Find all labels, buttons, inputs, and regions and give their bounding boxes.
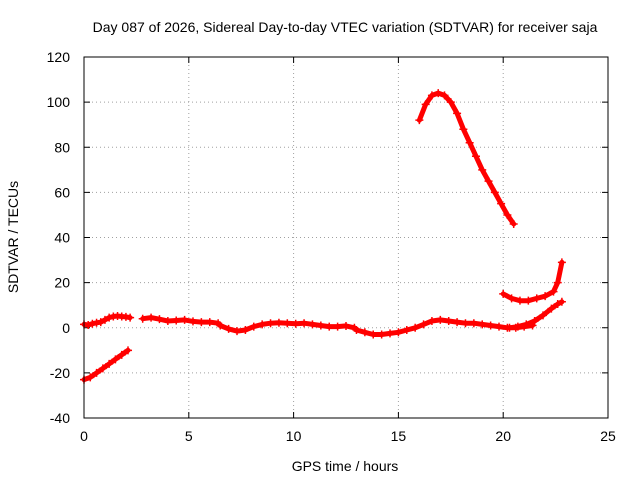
data-point: [334, 323, 342, 331]
data-point: [172, 317, 180, 325]
series-arc-6: [415, 89, 517, 228]
y-tick-label: -40: [50, 410, 70, 426]
data-point: [275, 319, 283, 327]
x-tick-label: 5: [185, 428, 193, 444]
chart-canvas: Day 087 of 2026, Sidereal Day-to-day VTE…: [0, 0, 640, 480]
series-arc-1: [80, 346, 132, 383]
data-point: [292, 320, 300, 328]
axis-ticks: 0 5 10 15 20 25 -40 -20 0 20 40 60 80 100 120: [47, 49, 616, 444]
sdtvar-chart: Day 087 of 2026, Sidereal Day-to-day VTE…: [0, 0, 640, 480]
series-arc-3: [139, 314, 222, 328]
y-axis-label: SDTVAR / TECUs: [5, 181, 21, 293]
data-point: [283, 319, 291, 327]
y-tick-label: 20: [54, 275, 70, 291]
x-tick-label: 15: [391, 428, 407, 444]
x-tick-label: 25: [600, 428, 616, 444]
plot-frame: [84, 57, 608, 418]
series-arc-8: [505, 298, 565, 332]
chart-title: Day 087 of 2026, Sidereal Day-to-day VTE…: [93, 19, 598, 35]
y-tick-label: 60: [54, 184, 70, 200]
data-points: [80, 89, 566, 384]
x-tick-label: 20: [495, 428, 511, 444]
y-tick-label: 80: [54, 139, 70, 155]
y-tick-label: 0: [62, 320, 70, 336]
x-tick-label: 0: [80, 428, 88, 444]
y-tick-label: 40: [54, 230, 70, 246]
series-arc-7: [499, 258, 566, 304]
series-arc-4: [216, 319, 358, 335]
x-axis-label: GPS time / hours: [292, 458, 399, 474]
y-tick-label: 120: [47, 49, 71, 65]
series-arc-2: [80, 312, 134, 329]
y-tick-label: -20: [50, 365, 70, 381]
grid-lines: [84, 57, 608, 418]
y-tick-label: 100: [47, 94, 71, 110]
x-tick-label: 10: [286, 428, 302, 444]
data-point: [197, 318, 205, 326]
